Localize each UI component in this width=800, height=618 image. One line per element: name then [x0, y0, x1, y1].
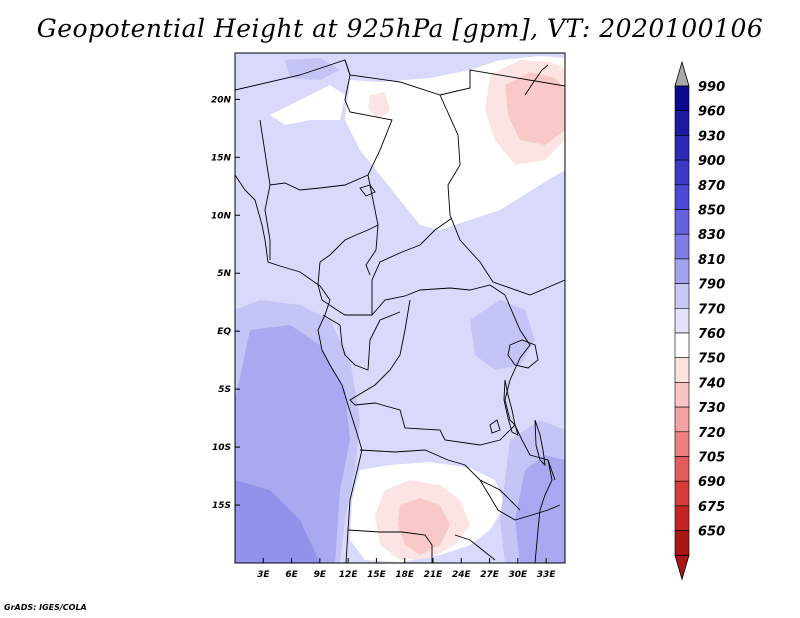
border-congo-gabon [322, 311, 401, 371]
colorbar-swatch [674, 159, 690, 186]
lake-victoria [507, 339, 539, 369]
colorbar-level-label: 650 [698, 525, 725, 540]
chart-title: Geopotential Height at 925hPa [gpm], VT:… [36, 14, 764, 43]
x-tick-label: 24E [452, 570, 472, 580]
y-tick-label: 10N [211, 211, 232, 221]
colorbar-swatch [674, 233, 690, 260]
colorbar-swatch [674, 357, 690, 383]
border-libya-chad [344, 59, 393, 276]
colorbar-swatch [674, 505, 690, 531]
field-region-750-sahara [368, 92, 390, 120]
border-mozambique [534, 459, 553, 563]
colorbar-level-label: 675 [698, 500, 725, 515]
colorbar-level-label: 770 [698, 302, 725, 317]
coastline-west-africa [235, 174, 363, 563]
field-region-810-northblob [285, 58, 340, 80]
x-tick-label: 3E [257, 570, 270, 580]
colorbar-level-label: 720 [698, 426, 725, 441]
border-zimbabwe [479, 479, 561, 521]
x-tick-label: 18E [395, 570, 415, 580]
colorbar-level-label: 960 [698, 105, 725, 120]
x-tick-label: 30E [509, 570, 529, 580]
colorbar-level-label: 740 [698, 376, 725, 391]
lake-malawi [534, 419, 546, 467]
colorbar-swatch [674, 456, 690, 482]
grads-credit: GrADS: IGES/COLA [4, 603, 87, 612]
x-tick-label: 6E [285, 570, 298, 580]
colorbar-swatch [674, 530, 690, 556]
colorbar-level-label: 750 [698, 352, 725, 367]
x-tick-label: 12E [339, 570, 359, 580]
colorbar-level-label: 870 [698, 179, 725, 194]
lake-mweru [489, 419, 501, 434]
colorbar-level-label: 760 [698, 327, 725, 342]
border-nigeria [264, 184, 379, 263]
colorbar-swatch [674, 431, 690, 457]
colorbar-swatch [674, 135, 690, 161]
northeast-coast [524, 64, 549, 96]
colorbar-bottom-arrow [674, 554, 690, 581]
colorbar-swatch [674, 110, 690, 136]
border-namibia-botswana [347, 529, 496, 563]
border-sudan [439, 94, 565, 296]
lake-tanganyika [503, 379, 519, 436]
colorbar-level-label: 990 [698, 80, 725, 95]
border-drc-east [349, 299, 516, 446]
lake-chad [359, 184, 376, 197]
field-region-810-eastafrica [470, 300, 535, 370]
country-borders [235, 59, 565, 563]
x-tick-label: 33E [537, 570, 557, 580]
colorbar-swatch [674, 184, 690, 210]
colorbar-level-label: 730 [698, 401, 725, 416]
y-tick-label: 20N [211, 95, 232, 105]
border-sahel [235, 59, 565, 96]
x-tick-label: 9E [314, 570, 327, 580]
field-region-740-northeast [505, 72, 565, 145]
colorbar-level-label: 900 [698, 154, 725, 169]
map-frame [234, 52, 566, 564]
x-tick-label: 27E [480, 570, 500, 580]
colorbar-swatch [674, 209, 690, 235]
colorbar-swatch [674, 406, 690, 433]
colorbar: 990 960 930 900 870 850 830 810 790 770 760 750 740 7… [674, 60, 725, 581]
colorbar-swatch [674, 258, 690, 284]
colorbar-swatch [674, 307, 690, 334]
field-region-850-southwest [235, 480, 320, 563]
colorbar-level-label: 705 [698, 451, 725, 466]
colorbar-swatch [674, 332, 690, 359]
border-car-drc [371, 284, 506, 316]
x-tick-label: 21E [424, 570, 444, 580]
x-axis: 3E 6E 9E 12E 15E 18E 21E 24E 27E 30E 33E [257, 558, 556, 580]
border-angola-zambia [359, 449, 521, 511]
colorbar-level-label: 850 [698, 204, 725, 219]
y-tick-label: 15S [212, 501, 231, 511]
colorbar-level-label: 790 [698, 278, 725, 293]
colorbar-level-label: 810 [698, 253, 725, 268]
colorbar-swatch [674, 480, 690, 507]
colorbar-level-label: 830 [698, 228, 725, 243]
colorbar-top-arrow [674, 60, 690, 87]
geopotential-field [235, 53, 565, 563]
colorbar-level-label: 930 [698, 129, 725, 144]
y-tick-label: 5N [217, 269, 231, 279]
colorbar-swatch [674, 283, 690, 309]
colorbar-swatch [674, 382, 690, 408]
y-tick-label: 15N [211, 153, 232, 163]
y-tick-label: 10S [212, 443, 231, 453]
colorbar-level-label: 690 [698, 475, 725, 490]
border-cameroon-car [317, 217, 453, 316]
x-tick-label: 15E [367, 570, 387, 580]
colorbar-swatch [674, 85, 690, 112]
field-region-760-northwest [270, 85, 345, 125]
y-tick-label: EQ [217, 327, 231, 337]
y-tick-label: 5S [218, 385, 231, 395]
field-region-740-south [398, 498, 450, 555]
y-axis: 20N 15N 10N 5N EQ 5S 10S 15S [211, 95, 240, 511]
